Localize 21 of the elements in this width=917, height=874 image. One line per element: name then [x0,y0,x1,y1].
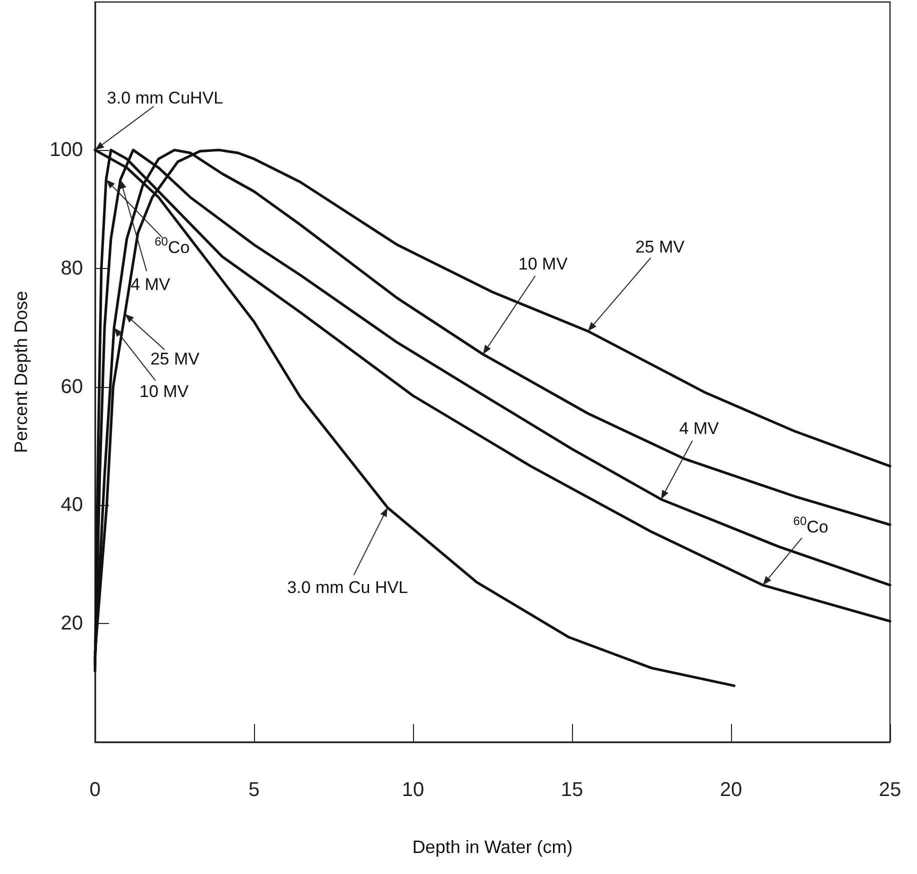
y-tick-label: 80 [60,257,83,280]
annotation: 4 MV [130,275,171,294]
x-tick-label: 0 [89,779,101,801]
x-tick-label: 15 [560,779,584,801]
x-tick-label: 25 [878,779,902,801]
annotation: 3.0 mm Cu HVL [287,578,408,598]
y-tick-label: 60 [60,376,83,398]
y-tick-label: 40 [60,494,83,516]
annotation: 3.0 mm CuHVL [106,88,224,108]
annotation: 25 MV [150,349,200,368]
x-tick-label: 20 [720,779,742,801]
y-axis-title: Percent Depth Dose [11,290,31,454]
x-tick-label: 10 [402,779,424,801]
annotation: 10 MV [518,254,568,274]
x-axis-title: Depth in Water (cm) [412,837,573,857]
y-tick-label: 20 [60,612,83,635]
x-tick-label: 5 [248,779,260,801]
y-tick-label: 100 [50,139,83,161]
annotation: 4 MV [679,418,720,438]
annotation: 25 MV [635,238,686,257]
annotation: 10 MV [140,382,190,402]
